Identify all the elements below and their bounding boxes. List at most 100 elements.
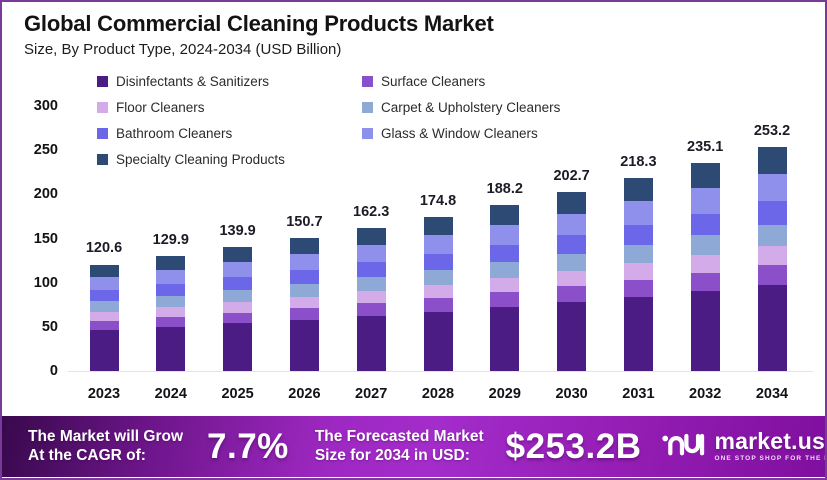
legend-item: Carpet & Upholstery Cleaners [362, 94, 560, 120]
cagr-label-line2: At the CAGR of: [28, 446, 146, 464]
bar-segment [89, 330, 119, 371]
bar-segment [690, 188, 720, 214]
bar-value-label: 162.3 [353, 203, 390, 220]
bar-segment [356, 303, 386, 316]
y-axis-tick: 100 [33, 274, 58, 291]
x-axis-label: 2025 [221, 386, 254, 402]
bar-segment [89, 311, 119, 321]
bar-segment [690, 291, 720, 371]
bar-2027 [356, 227, 386, 371]
bar-2031 [623, 178, 653, 371]
bar-segment [289, 319, 319, 371]
bar-segment [156, 307, 186, 317]
bar-segment [490, 306, 520, 371]
brand-text: market.us ONE STOP SHOP FOR THE REPORTS [714, 430, 825, 463]
bar-segment [289, 296, 319, 309]
bar-segment [490, 204, 520, 225]
bar-segment [223, 290, 253, 303]
bar-segment [690, 255, 720, 273]
bar-2028 [423, 216, 453, 371]
bar-segment [623, 224, 653, 246]
bar-segment [623, 296, 653, 371]
bar-segment [690, 272, 720, 292]
bar-segment [289, 308, 319, 320]
bar-segment [89, 277, 119, 291]
bar-segment [623, 245, 653, 264]
market-us-logo: market.us ONE STOP SHOP FOR THE REPORTS [661, 429, 825, 464]
x-axis-label: 2024 [154, 386, 187, 402]
bar-2032 [690, 163, 720, 371]
page-subtitle: Size, By Product Type, 2024-2034 (USD Bi… [24, 41, 342, 58]
legend-swatch [362, 75, 373, 87]
bar-segment [490, 292, 520, 307]
bar-segment [623, 201, 653, 225]
bar-segment [623, 279, 653, 297]
forecast-label-line2: Size for 2034 in USD: [314, 446, 470, 464]
legend-column-left: Disinfectants & Sanitizers Floor Cleaners… [97, 68, 285, 172]
x-axis-label: 2031 [622, 386, 655, 402]
bar-2026 [289, 237, 319, 371]
bar-segment [557, 286, 587, 303]
bar-segment [690, 213, 720, 236]
stacked-bar-chart: 0 50 100 150 200 250 300 120.6 2023 129.9 2024 139.… [2, 2, 825, 422]
legend-label: Glass & Window Cleaners [381, 125, 538, 141]
bar-segment [156, 284, 186, 297]
y-axis-tick: 250 [33, 142, 58, 159]
legend-swatch [362, 101, 373, 113]
bar-segment [89, 320, 119, 331]
market-us-logo-icon [661, 429, 705, 464]
bar-segment [557, 235, 587, 255]
bar-2024 [156, 256, 186, 371]
bar-value-label: 235.1 [687, 139, 724, 156]
bar-value-label: 129.9 [152, 232, 189, 249]
brand-tagline: ONE STOP SHOP FOR THE REPORTS [714, 455, 825, 463]
legend-item: Glass & Window Cleaners [362, 120, 560, 146]
bar-segment [757, 265, 787, 285]
bar-value-label: 188.2 [486, 180, 523, 197]
bar-segment [423, 235, 453, 254]
bar-segment [757, 224, 787, 247]
legend-item: Specialty Cleaning Products [97, 146, 285, 172]
bar-value-label: 139.9 [219, 223, 256, 240]
bar-segment [223, 312, 253, 324]
legend-label: Surface Cleaners [381, 73, 486, 89]
bar-segment [490, 278, 520, 293]
cagr-banner: The Market will Grow At the CAGR of: 7.7… [2, 416, 825, 477]
legend-label: Disinfectants & Sanitizers [116, 73, 270, 89]
forecast-label-line1: The Forecasted Market [314, 427, 484, 445]
bar-segment [356, 290, 386, 304]
bar-segment [356, 277, 386, 291]
bar-segment [289, 253, 319, 271]
bar-value-label: 218.3 [620, 154, 657, 171]
legend-swatch [97, 127, 108, 139]
x-axis-label: 2030 [555, 386, 588, 402]
bar-segment [490, 224, 520, 245]
bar-segment [156, 256, 186, 271]
bar-segment [757, 201, 787, 225]
y-axis-tick: 0 [49, 363, 58, 379]
legend-swatch [97, 153, 108, 165]
bar-segment [89, 301, 119, 312]
x-axis-line [68, 371, 813, 372]
bar-segment [156, 296, 186, 308]
legend-label: Carpet & Upholstery Cleaners [381, 99, 561, 115]
bar-segment [423, 270, 453, 285]
y-axis-tick: 150 [33, 230, 58, 247]
y-axis-tick: 200 [33, 186, 58, 203]
bar-2025 [223, 247, 253, 371]
bar-segment [557, 271, 587, 287]
bar-value-label: 253.2 [753, 123, 791, 140]
x-axis-label: 2034 [755, 386, 789, 402]
x-axis-label: 2032 [689, 386, 722, 402]
cagr-label-line1: The Market will Grow [28, 427, 184, 445]
bar-segment [156, 316, 186, 327]
bar-segment [89, 290, 119, 302]
legend-column-right: Surface Cleaners Carpet & Upholstery Clea… [362, 68, 560, 146]
bar-segment [156, 326, 186, 371]
bar-segment [89, 264, 119, 278]
bar-segment [423, 284, 453, 298]
page-title: Global Commercial Cleaning Products Mark… [24, 11, 494, 36]
legend-label: Floor Cleaners [116, 99, 205, 115]
bar-2029 [490, 204, 520, 371]
